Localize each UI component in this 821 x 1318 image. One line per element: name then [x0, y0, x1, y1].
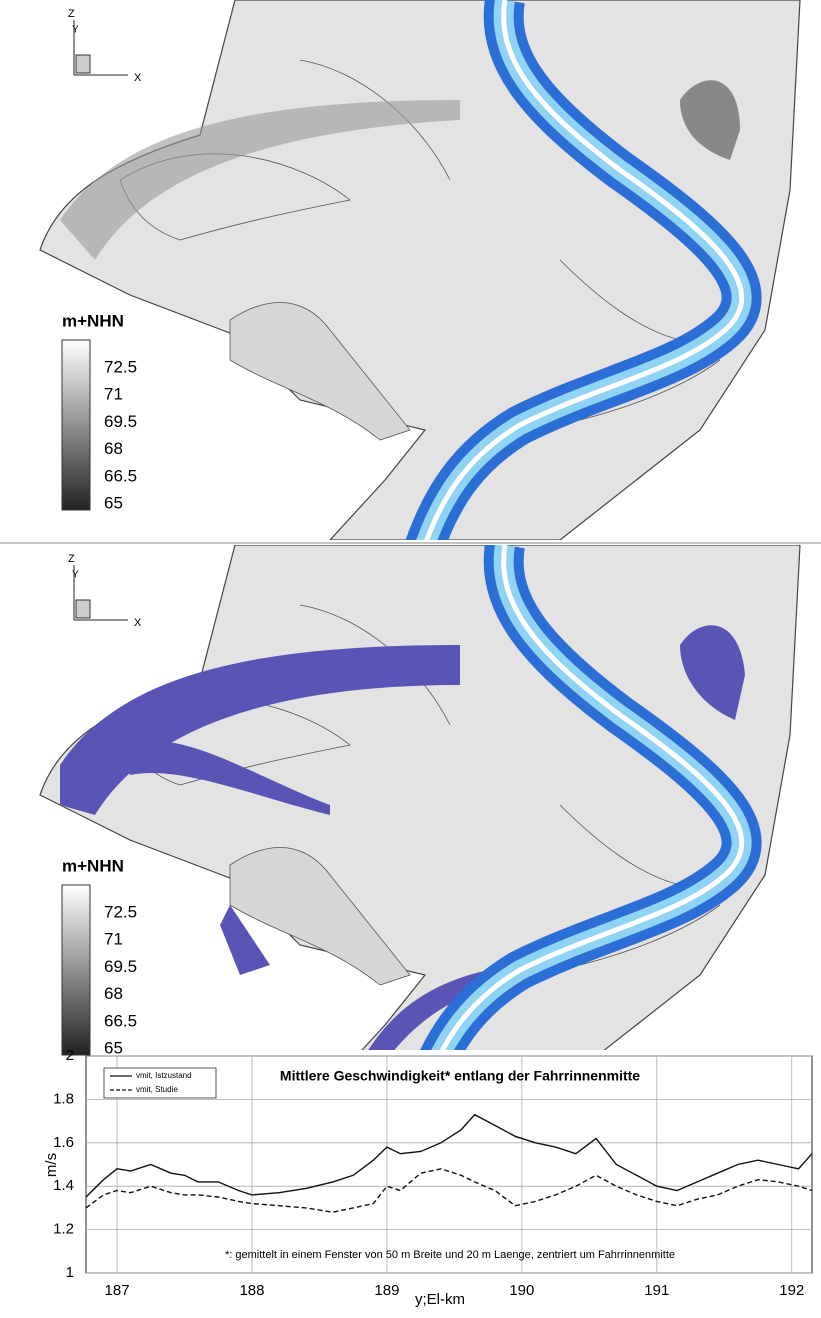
- colorbar-label: 66.5: [104, 1011, 137, 1030]
- axis-label-z: Z: [68, 8, 75, 20]
- x-axis-label: y;El-km: [415, 1291, 465, 1308]
- axis-label-y: Y: [72, 570, 79, 581]
- axis-box: [76, 600, 90, 618]
- x-tick-label: 187: [105, 1282, 130, 1299]
- colorbar-label: 72.5: [104, 902, 137, 921]
- legend-title: m+NHN: [62, 856, 124, 875]
- axis-box: [76, 55, 90, 73]
- colorbar: [62, 885, 90, 1055]
- colorbar-label: 69.5: [104, 957, 137, 976]
- colorbar-label: 71: [104, 930, 123, 949]
- x-tick-label: 191: [644, 1282, 669, 1299]
- x-tick-label: 189: [374, 1282, 399, 1299]
- map-panel-bottom: [40, 545, 800, 1105]
- y-tick-label: 1: [66, 1264, 74, 1281]
- chart-note: *: gemittelt in einem Fenster von 50 m B…: [225, 1249, 675, 1261]
- y-tick-label: 1.4: [53, 1177, 74, 1194]
- axis-label-y: Y: [72, 25, 79, 36]
- axis-label-z: Z: [68, 553, 75, 565]
- colorbar-label: 69.5: [104, 412, 137, 431]
- chart-title: Mittlere Geschwindigkeit* entlang der Fa…: [280, 1068, 640, 1084]
- legend-title: m+NHN: [62, 311, 124, 330]
- colorbar-label: 65: [104, 1038, 123, 1057]
- y-tick-label: 1.2: [53, 1221, 74, 1238]
- y-tick-label: 2: [66, 1047, 74, 1064]
- figure: m+NHN72.57169.56866.565ZYXm+NHN72.57169.…: [0, 0, 821, 1313]
- page: m+NHN72.57169.56866.565ZYXm+NHN72.57169.…: [0, 0, 821, 1318]
- legend-label: vmit, Istzustand: [136, 1071, 192, 1080]
- colorbar-label: 71: [104, 385, 123, 404]
- colorbar-label: 68: [104, 439, 123, 458]
- axis-label-x: X: [134, 617, 142, 629]
- colorbar: [62, 340, 90, 510]
- x-tick-label: 190: [509, 1282, 534, 1299]
- y-tick-label: 1.8: [53, 1090, 74, 1107]
- axis-label-x: X: [134, 72, 142, 84]
- legend-label: vmit, Studie: [136, 1085, 178, 1094]
- colorbar-label: 72.5: [104, 357, 137, 376]
- x-tick-label: 188: [239, 1282, 264, 1299]
- y-axis-label: m/s: [43, 1153, 60, 1177]
- colorbar-label: 66.5: [104, 466, 137, 485]
- colorbar-label: 65: [104, 493, 123, 512]
- y-tick-label: 1.6: [53, 1134, 74, 1151]
- colorbar-label: 68: [104, 984, 123, 1003]
- map-panel-top: [40, 0, 800, 560]
- x-tick-label: 192: [779, 1282, 804, 1299]
